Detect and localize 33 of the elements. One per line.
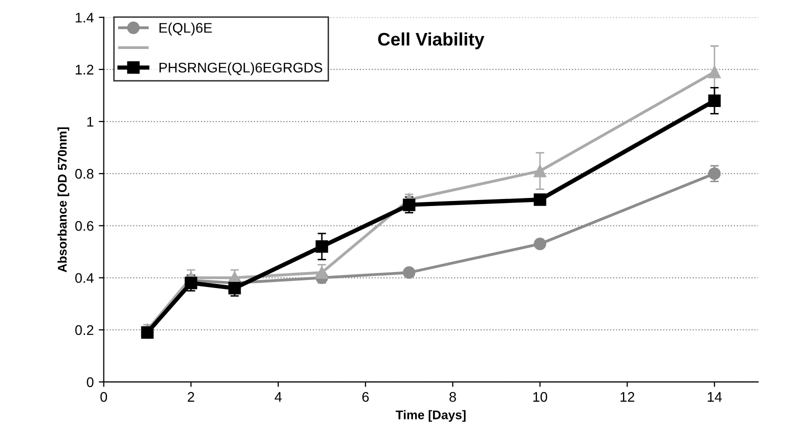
point (402, 198, 416, 212)
point (534, 193, 546, 206)
point (534, 238, 546, 250)
x-tick-label: 10 (533, 392, 548, 402)
y-tick-label: 0.6 (75, 221, 94, 231)
y-tick-label: 1.4 (76, 12, 94, 22)
point (184, 276, 198, 290)
x-axis-title: Time [Days] (396, 410, 466, 422)
x-tick-label: 8 (449, 392, 456, 402)
y-tick-label: 1.2 (76, 64, 94, 74)
x-tick-label: 14 (708, 392, 722, 402)
point (708, 94, 721, 107)
x-tick-label: 0 (100, 392, 108, 402)
legend-label: E(QL)6E (160, 22, 212, 36)
legend-label: PHSRNGE(QL)6EGRGDS (160, 62, 322, 76)
x-tick-label: 12 (620, 392, 634, 402)
y-tick-label: 0.2 (75, 325, 94, 336)
point (708, 66, 721, 78)
y-tick-label: 0 (86, 377, 94, 388)
point (228, 282, 241, 294)
x-tick-label: 2 (188, 392, 194, 402)
x-tick-label: 6 (362, 392, 369, 402)
text: Cell Viability (378, 32, 484, 50)
y-tick-label: 1 (87, 116, 94, 127)
y-tick-label: 0.8 (75, 168, 94, 179)
x-tick-label: 4 (274, 392, 282, 402)
y-tick-label: 0.4 (75, 273, 94, 283)
point (316, 266, 328, 279)
y-axis-title: Absorbance [OD 570nm] (58, 127, 70, 272)
point (402, 266, 416, 279)
point (708, 167, 721, 180)
point (316, 240, 328, 253)
point (534, 164, 546, 178)
